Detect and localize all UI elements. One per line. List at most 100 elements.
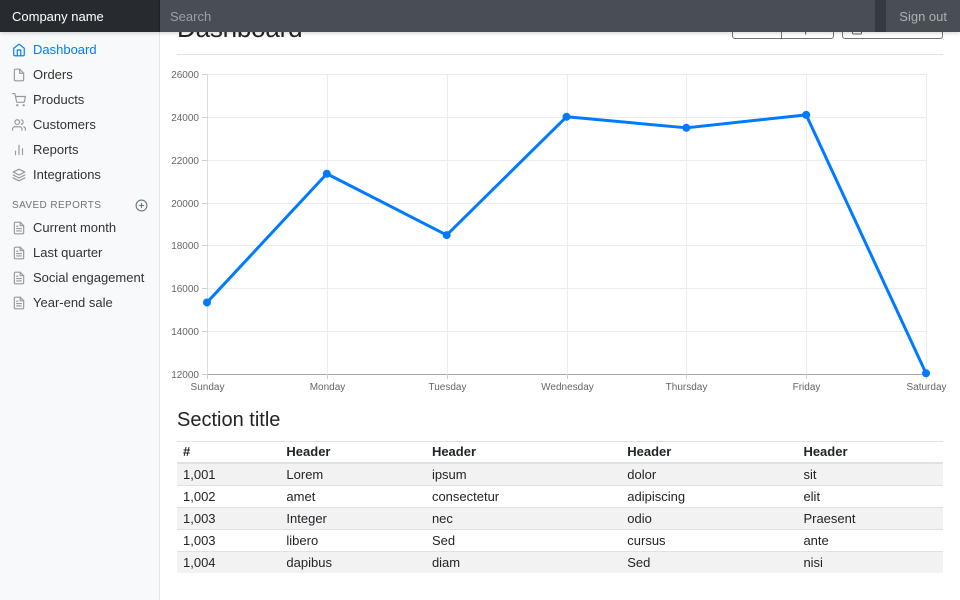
- table-cell: ante: [797, 529, 943, 552]
- table-cell: dolor: [621, 462, 798, 486]
- svg-text:Monday: Monday: [310, 382, 346, 393]
- table-cell: dapibus: [280, 551, 426, 573]
- svg-text:26000: 26000: [171, 70, 199, 81]
- sidebar-item-label: Orders: [33, 67, 73, 82]
- table-cell: 1,004: [177, 551, 281, 573]
- table-cell: consectetur: [425, 485, 622, 508]
- svg-text:24000: 24000: [171, 113, 199, 124]
- saved-reports-nav: Current month Last quarter Social engageme…: [0, 215, 160, 315]
- table-cell: adipiscing: [621, 485, 798, 508]
- table-cell: Lorem: [280, 462, 426, 486]
- table-cell: nec: [425, 507, 622, 530]
- table-cell: sit: [797, 462, 943, 486]
- sidebar-item-dashboard[interactable]: Dashboard: [0, 37, 160, 62]
- sidebar-item-label: Dashboard: [33, 42, 97, 57]
- saved-reports-title: SAVED REPORTS: [12, 200, 102, 211]
- table-cell: 1,001: [177, 462, 281, 486]
- table-cell: elit: [797, 485, 943, 508]
- chart-series-line: [205, 113, 928, 375]
- svg-text:Friday: Friday: [793, 382, 821, 393]
- sidebar-item-label: Integrations: [33, 167, 101, 182]
- sidebar: Dashboard Orders Products Customers Reports I…: [0, 32, 160, 600]
- sidebar-item-last-quarter[interactable]: Last quarter: [0, 240, 160, 265]
- table-cell: ipsum: [425, 462, 622, 486]
- sidebar-item-label: Last quarter: [33, 245, 103, 260]
- sidebar-item-label: Year-end sale: [33, 295, 113, 310]
- table-cell: odio: [621, 507, 798, 530]
- table-row: 1,003 Integer nec odio Praesent: [177, 507, 943, 530]
- main-content: Dashboard Share Export This week 1200014…: [160, 0, 960, 573]
- table-cell: cursus: [621, 529, 798, 552]
- sidebar-item-label: Customers: [33, 117, 96, 132]
- table-cell: Integer: [280, 507, 426, 530]
- file-text-icon: [12, 221, 26, 235]
- top-navbar: Company name Sign out: [0, 0, 960, 32]
- chart-data-point: [802, 110, 811, 119]
- svg-text:20000: 20000: [171, 199, 199, 210]
- svg-text:Thursday: Thursday: [666, 382, 708, 393]
- sidebar-item-year-end-sale[interactable]: Year-end sale: [0, 290, 160, 315]
- table-cell: 1,003: [177, 507, 281, 530]
- table-body: 1,001 Lorem ipsum dolor sit 1,002 amet consecte…: [177, 462, 943, 573]
- plus-circle-icon[interactable]: [135, 199, 148, 212]
- table-header-cell: Header: [280, 441, 426, 464]
- table-row: 1,001 Lorem ipsum dolor sit: [177, 462, 943, 486]
- home-icon: [12, 43, 26, 57]
- chart-data-point: [562, 112, 571, 121]
- sidebar-item-social-engagement[interactable]: Social engagement: [0, 265, 160, 290]
- svg-text:14000: 14000: [171, 327, 199, 338]
- shopping-cart-icon: [12, 92, 26, 107]
- svg-text:Saturday: Saturday: [906, 382, 946, 393]
- sidebar-item-label: Social engagement: [33, 270, 145, 285]
- users-icon: [12, 118, 26, 132]
- sidebar-item-label: Products: [33, 92, 85, 107]
- chart-data-point: [442, 231, 451, 240]
- brand-link[interactable]: Company name: [0, 0, 160, 32]
- table-cell: Sed: [621, 551, 798, 573]
- chart-data-point: [203, 298, 211, 307]
- saved-reports-header: SAVED REPORTS: [0, 187, 160, 215]
- svg-text:Sunday: Sunday: [191, 382, 225, 393]
- table-row: 1,002 amet consectetur adipiscing elit: [177, 485, 943, 508]
- search-input[interactable]: [160, 0, 876, 32]
- table-cell: amet: [280, 485, 426, 508]
- table-cell: 1,002: [177, 485, 281, 508]
- table-cell: nisi: [797, 551, 943, 573]
- sidebar-nav: Dashboard Orders Products Customers Reports I…: [0, 37, 160, 187]
- weekly-sales-chart: 12000 14000 16000 18000 20000 22000 24000 26000…: [171, 69, 946, 394]
- sidebar-item-current-month[interactable]: Current month: [0, 215, 160, 240]
- file-text-icon: [12, 271, 26, 285]
- table-cell: Sed: [425, 529, 622, 552]
- table-header-cell: Header: [425, 441, 622, 464]
- sidebar-item-reports[interactable]: Reports: [0, 137, 160, 162]
- sidebar-item-integrations[interactable]: Integrations: [0, 162, 160, 187]
- table-row: 1,004 dapibus diam Sed nisi: [177, 551, 943, 573]
- sidebar-item-products[interactable]: Products: [0, 87, 160, 112]
- svg-text:18000: 18000: [171, 241, 199, 252]
- table-cell: diam: [425, 551, 622, 573]
- table-row: 1,003 libero Sed cursus ante: [177, 529, 943, 552]
- table-header-cell: Header: [621, 441, 798, 464]
- svg-text:16000: 16000: [171, 284, 199, 295]
- svg-text:12000: 12000: [171, 370, 199, 381]
- file-text-icon: [12, 296, 26, 310]
- line-chart-canvas: 12000 14000 16000 18000 20000 22000 24000 26000…: [171, 70, 946, 393]
- bar-chart-icon: [12, 143, 26, 157]
- svg-text:Wednesday: Wednesday: [541, 382, 594, 393]
- sidebar-item-customers[interactable]: Customers: [0, 112, 160, 137]
- table-cell: Praesent: [797, 507, 943, 530]
- sidebar-item-label: Reports: [33, 142, 79, 157]
- section-title: Section title: [177, 409, 281, 431]
- table-cell: libero: [280, 529, 426, 552]
- data-table: # Header Header Header Header 1,001 Lorem ipsu…: [177, 441, 943, 573]
- table-header-cell: Header: [797, 441, 943, 464]
- table-header-cell: #: [177, 441, 281, 464]
- svg-text:22000: 22000: [171, 156, 199, 167]
- file-icon: [12, 68, 26, 82]
- svg-text:Tuesday: Tuesday: [429, 382, 467, 393]
- table-head: # Header Header Header Header: [177, 441, 943, 464]
- table-cell: 1,003: [177, 529, 281, 552]
- sidebar-item-orders[interactable]: Orders: [0, 62, 160, 87]
- sign-out-link[interactable]: Sign out: [886, 0, 960, 32]
- chart-data-point: [922, 369, 930, 378]
